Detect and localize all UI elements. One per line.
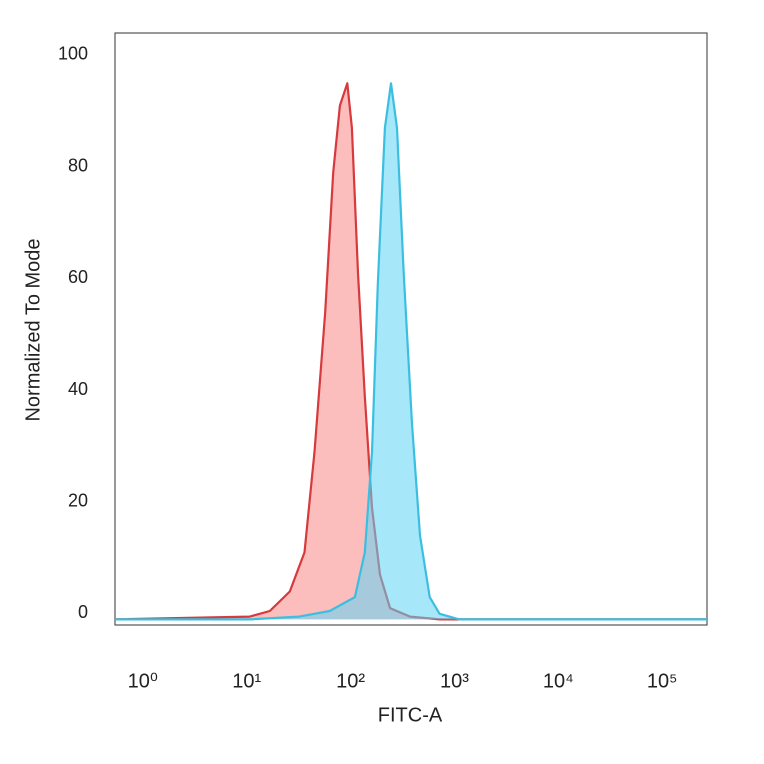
- y-tick-label: 40: [68, 379, 88, 399]
- plot-frame: [114, 32, 708, 626]
- x-tick-label: 10⁵: [647, 670, 678, 692]
- x-tick-label: 10⁴: [543, 670, 574, 692]
- y-tick-label: 60: [68, 267, 88, 287]
- x-tick-label: 10⁰: [128, 670, 158, 692]
- y-axis-label: Normalized To Mode: [22, 238, 44, 421]
- y-tick-label: 20: [68, 490, 88, 510]
- y-tick-label: 0: [78, 602, 88, 622]
- y-tick-label: 100: [58, 44, 88, 64]
- y-tick-label: 80: [68, 155, 88, 175]
- histogram-area: [115, 82, 707, 621]
- x-tick-label: 10²: [336, 670, 365, 692]
- x-tick-label: 10¹: [232, 670, 261, 692]
- x-axis-label: FITC-A: [378, 704, 443, 726]
- x-tick-label: 10³: [440, 670, 469, 692]
